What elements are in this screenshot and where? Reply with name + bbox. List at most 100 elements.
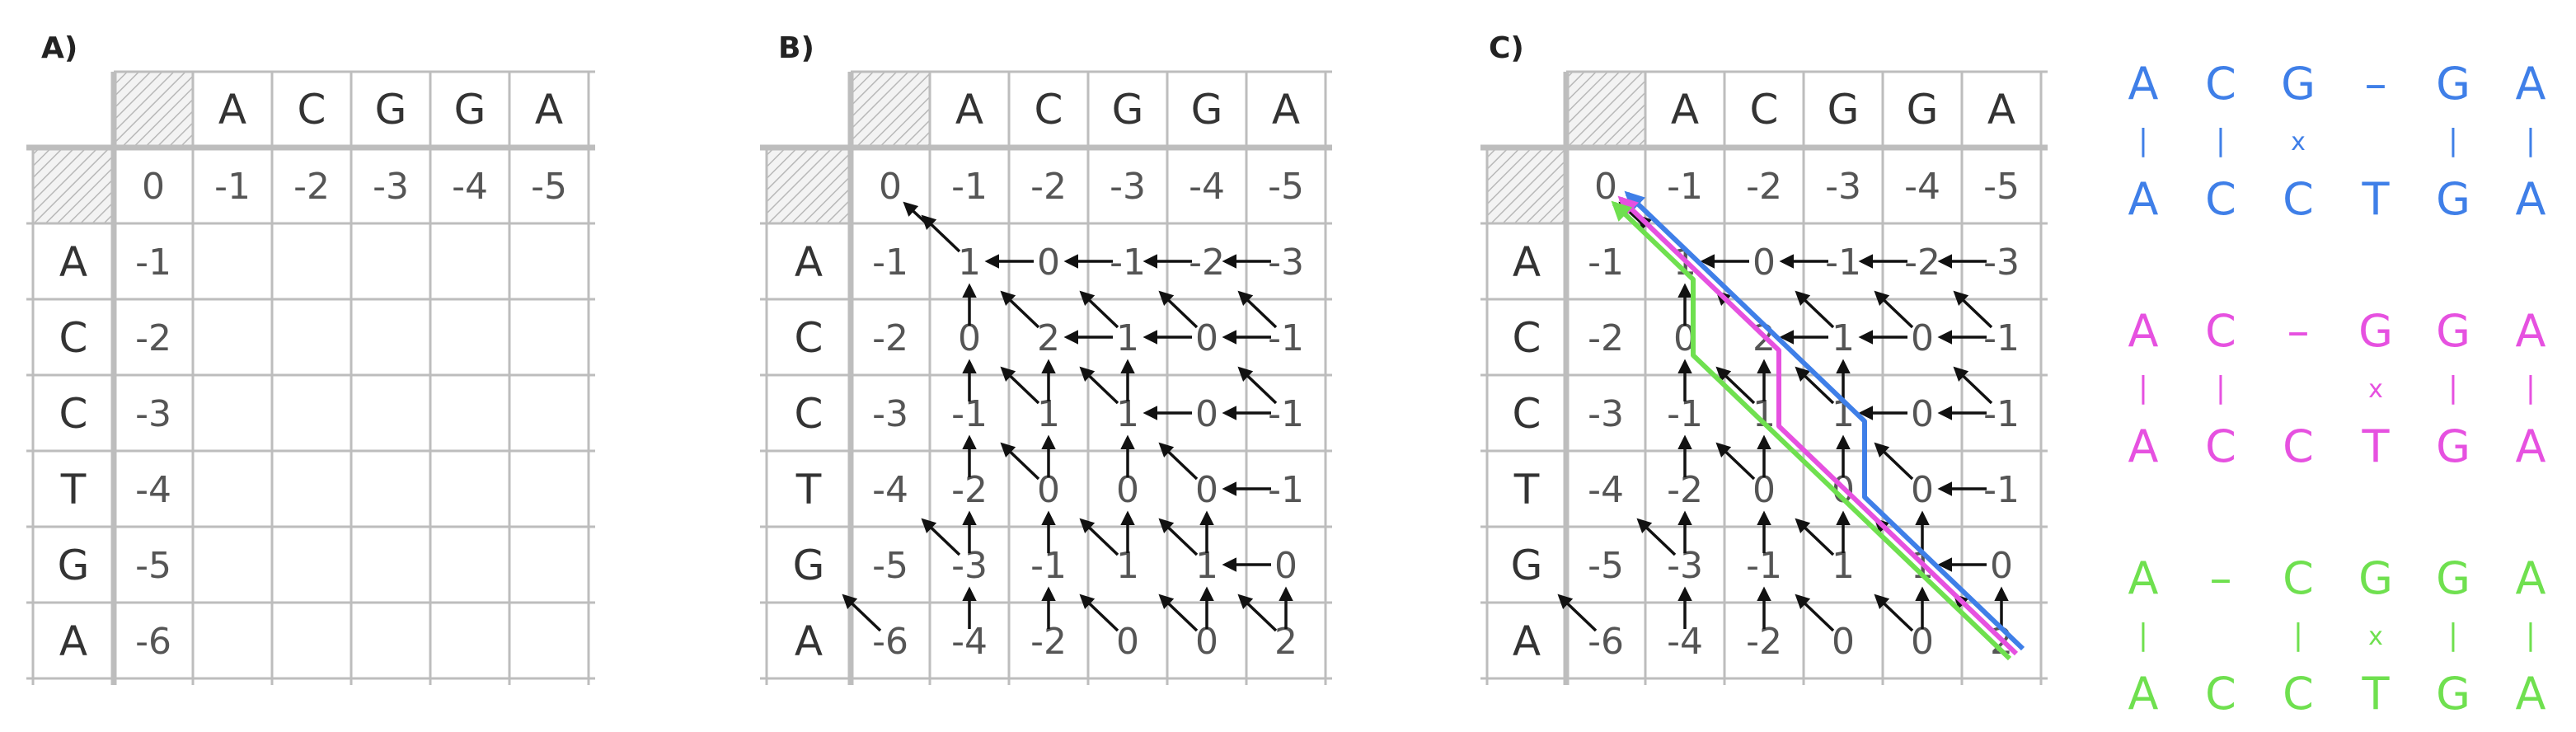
row-header-letter: C <box>59 314 88 362</box>
row-header-letter: C <box>1513 390 1541 438</box>
score-cell: 0 <box>1195 317 1218 359</box>
column-header-letter: G <box>454 86 486 134</box>
traceback-arrow <box>1079 366 1119 405</box>
alignment-bottom-char: A <box>2516 420 2546 472</box>
init-score-left: -4 <box>135 469 171 511</box>
hatched-corner-top <box>114 72 193 148</box>
init-score-left: -5 <box>1588 545 1624 587</box>
alignment-match-mark: | <box>2448 124 2458 157</box>
init-score-left: -1 <box>135 242 171 284</box>
traceback-arrow <box>1715 366 1756 405</box>
alignment-bottom-char: T <box>2362 668 2391 720</box>
hatched-corner-left <box>33 148 114 223</box>
alignment-bottom-char: A <box>2128 668 2159 720</box>
traceback-arrow <box>1237 594 1278 632</box>
row-header-letter: A <box>59 617 87 665</box>
alignments: A|AC|CGxC–TG|GA|AA|AC|C–CGxTG|GA|AA|A–CC… <box>2128 58 2546 720</box>
score-cell: -1 <box>1825 242 1861 284</box>
row-header-letter: T <box>1513 466 1540 514</box>
score-cell: -2 <box>1904 242 1940 284</box>
traceback-arrow <box>1874 442 1914 481</box>
init-score-top: -3 <box>1825 166 1861 208</box>
traceback-arrow <box>1158 594 1199 632</box>
alignment-bottom-char: C <box>2283 668 2314 720</box>
alignment-top-char: G <box>2436 552 2470 604</box>
alignment-bottom-char: C <box>2283 420 2314 472</box>
init-score-top: -4 <box>1189 166 1225 208</box>
alignment-top-char: G <box>2436 58 2470 110</box>
init-score-top: -3 <box>1110 166 1146 208</box>
traceback-arrow <box>1158 442 1199 481</box>
row-header-letter: A <box>1513 238 1541 286</box>
traceback-arrow <box>1557 594 1598 632</box>
row-header-letter: G <box>1511 542 1543 589</box>
column-header-letter: A <box>535 86 563 134</box>
column-header-letter: C <box>1750 86 1779 134</box>
score-cell: 0 <box>1274 545 1297 587</box>
init-score-left: -3 <box>1588 393 1624 435</box>
alignment-match-mark: | <box>2138 124 2148 157</box>
row-header-letter: A <box>1513 617 1541 665</box>
row-header-letter: G <box>58 542 90 589</box>
init-score-top: 0 <box>1594 166 1617 208</box>
init-score-top: -3 <box>373 166 409 208</box>
hatched-corner-left <box>1487 148 1566 223</box>
score-cell: 0 <box>1911 469 1934 511</box>
traceback-arrow <box>1237 290 1278 329</box>
score-cell: -1 <box>1110 242 1146 284</box>
panel-label-a: A) <box>41 31 77 65</box>
init-score-left: -3 <box>135 393 171 435</box>
alignment-bottom-char: T <box>2362 173 2391 225</box>
traceback-arrow <box>1795 366 1835 405</box>
row-header-letter: A <box>795 238 823 286</box>
column-header-letter: G <box>1907 86 1939 134</box>
init-score-top: -4 <box>452 166 488 208</box>
column-header-letter: C <box>298 86 326 134</box>
alignment-match-mark: x <box>2291 128 2306 157</box>
traceback-arrow <box>1000 442 1040 481</box>
init-score-top: -4 <box>1904 166 1940 208</box>
alignment-top-char: A <box>2516 305 2546 357</box>
alignment-match-mark: | <box>2138 618 2148 652</box>
alignment-top-char: G <box>2358 305 2393 357</box>
traceback-arrow <box>1158 290 1199 329</box>
traceback-arrow <box>1795 594 1835 632</box>
score-cell: -3 <box>1983 242 2020 284</box>
init-score-top: -2 <box>1746 166 1782 208</box>
traceback-arrow <box>1158 518 1199 556</box>
row-header-letter: A <box>795 617 823 665</box>
traceback-arrow <box>1237 366 1278 405</box>
init-score-left: -1 <box>1588 242 1624 284</box>
traceback-arrow <box>1874 594 1914 632</box>
traceback-arrow <box>903 201 928 225</box>
alignment-bottom-char: A <box>2128 173 2159 225</box>
score-cell: 0 <box>1195 469 1218 511</box>
hatched-corner-top <box>851 72 930 148</box>
alignment-bottom-char: A <box>2516 668 2546 720</box>
score-cell: 0 <box>1116 621 1139 663</box>
panel-label-c: C) <box>1489 31 1524 65</box>
init-score-top: 0 <box>142 166 165 208</box>
alignment-bottom-char: C <box>2205 420 2236 472</box>
alignment-match-mark: | <box>2138 371 2148 405</box>
init-score-top: -2 <box>293 166 330 208</box>
score-cell: 0 <box>1990 545 2013 587</box>
alignment-match-mark: | <box>2448 618 2458 652</box>
row-header-letter: T <box>795 466 822 514</box>
column-header-letter: G <box>375 86 407 134</box>
alignment-top-char: C <box>2283 552 2314 604</box>
init-score-left: -6 <box>135 621 171 663</box>
score-cell: 0 <box>1753 242 1776 284</box>
alignment-bottom-char: G <box>2436 668 2470 720</box>
alignment-top-char: A <box>2128 305 2159 357</box>
traceback-arrow <box>842 594 882 632</box>
alignment-bottom-char: C <box>2283 173 2314 225</box>
alignment-bottom-char: C <box>2205 668 2236 720</box>
traceback-arrow <box>921 518 961 556</box>
traceback-arrow <box>1636 518 1677 556</box>
traceback-arrow <box>1953 290 1993 329</box>
score-cell: 0 <box>1911 317 1934 359</box>
alignment-bottom-char: G <box>2436 173 2470 225</box>
